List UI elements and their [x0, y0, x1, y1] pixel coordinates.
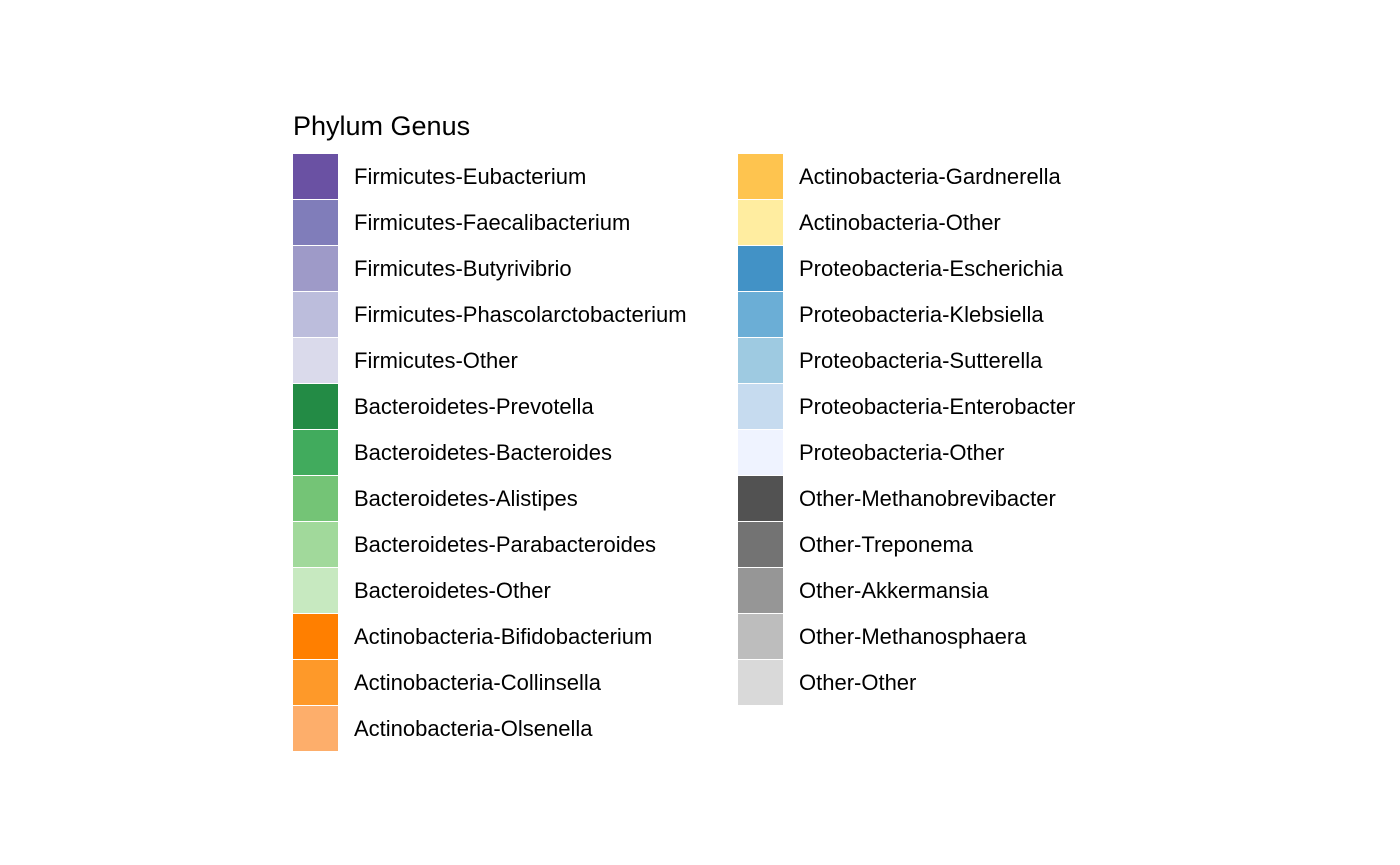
legend-swatch: [738, 430, 783, 476]
legend-item: Bacteroidetes-Prevotella: [293, 384, 687, 430]
legend-title: Phylum Genus: [293, 111, 471, 141]
legend-item: Other-Akkermansia: [738, 568, 1075, 614]
legend-label: Firmicutes-Phascolarctobacterium: [354, 302, 687, 327]
legend-swatch: [293, 246, 338, 292]
legend-label: Firmicutes-Faecalibacterium: [354, 210, 631, 235]
legend-swatch: [738, 522, 783, 568]
legend-item: Actinobacteria-Olsenella: [293, 706, 687, 752]
legend-item: Firmicutes-Butyrivibrio: [293, 246, 687, 292]
legend-label: Bacteroidetes-Alistipes: [354, 486, 578, 511]
legend-item: Proteobacteria-Enterobacter: [738, 384, 1075, 430]
legend-item: Proteobacteria-Other: [738, 430, 1075, 476]
legend-label: Proteobacteria-Klebsiella: [799, 302, 1044, 327]
legend-item: Other-Methanobrevibacter: [738, 476, 1075, 522]
legend-swatch: [738, 476, 783, 522]
legend-label: Proteobacteria-Enterobacter: [799, 394, 1076, 419]
legend-label: Proteobacteria-Other: [799, 440, 1005, 465]
legend-swatch: [293, 614, 338, 660]
legend-label: Bacteroidetes-Bacteroides: [354, 440, 613, 465]
legend-swatch: [293, 476, 338, 522]
legend-item: Other-Other: [738, 660, 1075, 706]
legend-label: Proteobacteria-Sutterella: [799, 348, 1043, 373]
legend-label: Proteobacteria-Escherichia: [799, 256, 1064, 281]
legend-item: Actinobacteria-Other: [738, 200, 1075, 246]
legend-swatch: [293, 522, 338, 568]
legend-label: Firmicutes-Butyrivibrio: [354, 256, 572, 281]
legend-swatch: [738, 568, 783, 614]
legend-item: Actinobacteria-Gardnerella: [738, 154, 1075, 200]
legend-label: Other-Methanosphaera: [799, 624, 1027, 649]
legend-swatch: [738, 384, 783, 430]
legend-label: Other-Other: [799, 670, 917, 695]
legend-swatch: [738, 246, 783, 292]
legend-label: Bacteroidetes-Prevotella: [354, 394, 594, 419]
legend-item: Bacteroidetes-Alistipes: [293, 476, 687, 522]
legend-column-1: Firmicutes-Eubacterium Firmicutes-Faecali…: [293, 154, 687, 752]
legend-column-2: Actinobacteria-Gardnerella Actinobacteria…: [738, 154, 1075, 706]
legend-label: Actinobacteria-Gardnerella: [799, 164, 1061, 189]
legend-swatch: [738, 292, 783, 338]
legend-item: Bacteroidetes-Other: [293, 568, 687, 614]
legend-item: Other-Methanosphaera: [738, 614, 1075, 660]
legend-label: Other-Akkermansia: [799, 578, 989, 603]
legend-swatch: [738, 338, 783, 384]
legend-item: Firmicutes-Eubacterium: [293, 154, 687, 200]
legend-label: Bacteroidetes-Parabacteroides: [354, 532, 657, 557]
legend-label: Actinobacteria-Collinsella: [354, 670, 602, 695]
legend-swatch: [293, 154, 338, 200]
legend-swatch: [293, 384, 338, 430]
legend-swatch: [738, 660, 783, 706]
legend-item: Bacteroidetes-Bacteroides: [293, 430, 687, 476]
legend-swatch: [738, 614, 783, 660]
legend-item: Firmicutes-Phascolarctobacterium: [293, 292, 687, 338]
legend-swatch: [293, 568, 338, 614]
legend-swatch: [293, 200, 338, 246]
legend-swatch: [293, 292, 338, 338]
legend-swatch: [738, 200, 783, 246]
legend-swatch: [293, 706, 338, 752]
legend-label: Firmicutes-Eubacterium: [354, 164, 587, 189]
legend-item: Other-Treponema: [738, 522, 1075, 568]
legend-item: Bacteroidetes-Parabacteroides: [293, 522, 687, 568]
legend-label: Bacteroidetes-Other: [354, 578, 551, 603]
legend-item: Proteobacteria-Escherichia: [738, 246, 1075, 292]
legend-label: Actinobacteria-Olsenella: [354, 716, 593, 741]
legend-item: Proteobacteria-Sutterella: [738, 338, 1075, 384]
legend-swatch: [738, 154, 783, 200]
legend-label: Other-Treponema: [799, 532, 974, 557]
legend-item: Firmicutes-Other: [293, 338, 687, 384]
legend-label: Actinobacteria-Other: [799, 210, 1001, 235]
legend-label: Firmicutes-Other: [354, 348, 518, 373]
legend-swatch: [293, 660, 338, 706]
legend-item: Actinobacteria-Collinsella: [293, 660, 687, 706]
legend-label: Actinobacteria-Bifidobacterium: [354, 624, 653, 649]
legend-swatch: [293, 338, 338, 384]
legend-item: Firmicutes-Faecalibacterium: [293, 200, 687, 246]
legend-swatch: [293, 430, 338, 476]
legend-label: Other-Methanobrevibacter: [799, 486, 1056, 511]
legend-item: Proteobacteria-Klebsiella: [738, 292, 1075, 338]
legend-item: Actinobacteria-Bifidobacterium: [293, 614, 687, 660]
